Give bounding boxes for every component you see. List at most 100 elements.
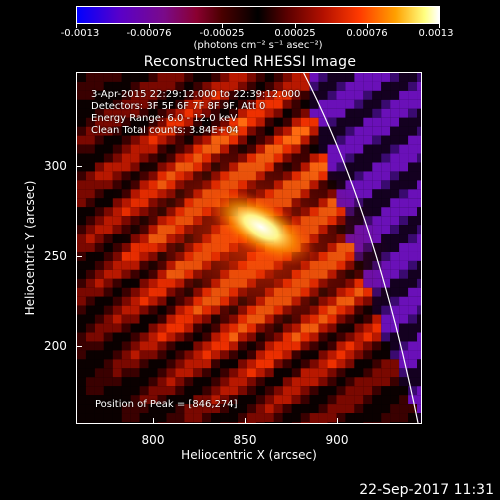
image-pixel	[399, 278, 409, 288]
image-pixel	[193, 99, 203, 109]
image-pixel	[390, 162, 400, 172]
y-tick	[76, 346, 82, 347]
image-pixel	[318, 73, 328, 82]
image-pixel	[94, 99, 104, 109]
image-pixel	[399, 368, 409, 378]
image-pixel	[112, 251, 122, 261]
image-pixel	[175, 81, 185, 91]
image-pixel	[372, 108, 382, 118]
image-pixel	[77, 341, 86, 351]
image-pixel	[363, 144, 373, 154]
image-pixel	[291, 422, 301, 423]
image-pixel	[94, 314, 104, 324]
image-pixel	[175, 395, 185, 405]
image-pixel	[94, 413, 104, 423]
image-pixel	[354, 180, 364, 190]
image-pixel	[363, 189, 373, 199]
image-pixel	[399, 144, 409, 154]
image-pixel	[103, 422, 113, 423]
image-pixel	[408, 73, 418, 82]
image-pixel	[390, 81, 400, 91]
image-pixel	[309, 126, 319, 136]
image-pixel	[309, 368, 319, 378]
image-pixel	[77, 180, 86, 190]
image-pixel	[121, 395, 131, 405]
image-pixel	[85, 180, 95, 190]
image-pixel	[390, 144, 400, 154]
image-pixel	[77, 225, 86, 235]
plot-title: Reconstructed RHESSI Image	[143, 54, 357, 70]
image-pixel	[229, 386, 239, 396]
x-tick-label: 850	[233, 433, 257, 447]
image-pixel	[85, 359, 95, 369]
image-pixel	[139, 341, 149, 351]
image-pixel	[309, 395, 319, 405]
image-pixel	[372, 395, 382, 405]
image-pixel	[202, 422, 212, 423]
image-pixel	[175, 108, 185, 118]
image-pixel	[193, 108, 203, 118]
image-pixel	[94, 395, 104, 405]
image-pixel	[121, 278, 131, 288]
image-pixel	[417, 287, 421, 297]
image-pixel	[309, 422, 319, 423]
image-pixel	[381, 404, 391, 414]
image-pixel	[291, 99, 301, 109]
image-pixel	[166, 413, 176, 423]
image-pixel	[408, 198, 418, 208]
image-pixel	[103, 189, 113, 199]
image-pixel	[238, 422, 248, 423]
image-pixel	[381, 144, 391, 154]
image-pixel	[184, 386, 194, 396]
image-pixel	[282, 126, 292, 136]
image-pixel	[390, 296, 400, 306]
image-pixel	[390, 99, 400, 109]
image-pixel	[77, 305, 86, 315]
image-pixel	[148, 90, 158, 100]
image-pixel	[77, 144, 86, 154]
image-pixel	[103, 162, 113, 172]
image-pixel	[157, 126, 167, 136]
image-pixel	[309, 404, 319, 414]
image-pixel	[372, 341, 382, 351]
image-pixel	[121, 314, 131, 324]
image-pixel	[193, 386, 203, 396]
image-pixel	[399, 260, 409, 270]
image-pixel	[94, 180, 104, 190]
image-pixel	[139, 305, 149, 315]
image-pixel	[85, 243, 95, 252]
image-pixel	[103, 243, 113, 252]
image-pixel	[148, 395, 158, 405]
image-pixel	[103, 198, 113, 208]
image-pixel	[345, 368, 355, 378]
image-pixel	[112, 81, 122, 91]
image-pixel	[220, 99, 230, 109]
image-pixel	[112, 332, 122, 342]
image-pixel	[354, 108, 364, 118]
image-pixel	[300, 386, 310, 396]
image-pixel	[390, 260, 400, 270]
image-pixel	[372, 90, 382, 100]
image-pixel	[77, 377, 86, 387]
image-pixel	[94, 162, 104, 172]
image-pixel	[291, 90, 301, 100]
image-pixel	[282, 368, 292, 378]
image-pixel	[417, 162, 421, 172]
image-pixel	[417, 144, 421, 154]
image-pixel	[255, 422, 265, 423]
image-pixel	[175, 404, 185, 414]
image-pixel	[220, 377, 230, 387]
image-pixel	[85, 81, 95, 91]
image-pixel	[417, 395, 421, 405]
image-pixel	[363, 332, 373, 342]
image-pixel	[345, 144, 355, 154]
image-pixel	[381, 332, 391, 342]
image-pixel	[184, 404, 194, 414]
image-pixel	[372, 386, 382, 396]
image-pixel	[273, 108, 283, 118]
colorbar-tick	[149, 24, 150, 28]
image-pixel	[309, 81, 319, 91]
image-pixel	[399, 422, 409, 423]
image-pixel	[77, 99, 86, 109]
image-pixel	[202, 81, 212, 91]
